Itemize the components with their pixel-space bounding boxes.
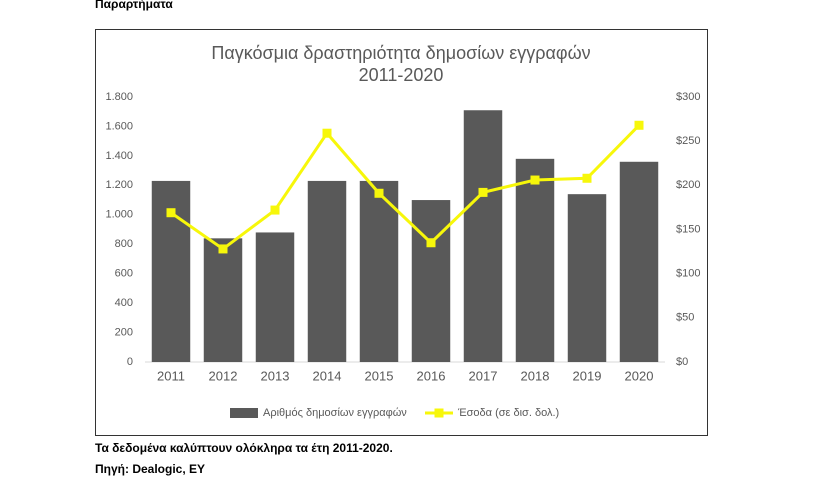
- legend-label: Έσοδα (σε δισ. δολ.): [457, 407, 559, 419]
- y-tick-label: 400: [115, 297, 133, 309]
- y-tick-label: 1.400: [105, 150, 133, 162]
- bar: [359, 180, 399, 362]
- note: Πηγή: Dealogic, EY: [95, 462, 205, 476]
- x-tick-label: 2017: [469, 368, 498, 383]
- y2-tick-label: $300: [676, 91, 700, 103]
- y2-tick-label: $200: [676, 179, 700, 191]
- x-tick-label: 2018: [521, 368, 550, 383]
- y2-tick-label: $100: [676, 268, 700, 280]
- bar: [151, 180, 191, 362]
- bar: [619, 161, 659, 362]
- y-tick-label: 1.800: [105, 91, 133, 103]
- x-tick-label: 2013: [261, 368, 290, 383]
- bar: [567, 194, 607, 362]
- y-tick-label: 1.000: [105, 209, 133, 221]
- bar: [515, 158, 555, 362]
- legend-swatch: [230, 408, 258, 418]
- marker: [166, 208, 176, 218]
- x-tick-label: 2020: [625, 368, 654, 383]
- y2-tick-label: $250: [676, 135, 700, 147]
- line: [170, 124, 641, 251]
- y2-tick-label: $50: [676, 312, 694, 324]
- heading: Παραρτήματα: [95, 0, 173, 11]
- y-tick-label: 1.200: [105, 179, 133, 191]
- marker: [634, 120, 644, 130]
- bar: [411, 200, 451, 362]
- chart-subtitle: 2011-2020: [359, 65, 444, 85]
- marker: [426, 238, 436, 248]
- marker: [374, 188, 384, 198]
- marker: [530, 175, 540, 185]
- marker: [270, 205, 280, 215]
- y-tick-label: 600: [115, 268, 133, 280]
- bar: [307, 180, 347, 362]
- marker: [322, 128, 332, 138]
- marker: [478, 187, 488, 197]
- y-tick-label: 0: [127, 356, 133, 368]
- y2-tick-label: $150: [676, 223, 700, 235]
- chart-title: Παγκόσμια δραστηριότητα δημοσίων εγγραφώ…: [211, 43, 590, 63]
- note: Τα δεδομένα καλύπτουν ολόκληρα τα έτη 20…: [95, 441, 393, 455]
- x-tick-label: 2014: [313, 368, 342, 383]
- y-tick-label: 800: [115, 238, 133, 250]
- x-tick-label: 2019: [573, 368, 602, 383]
- x-tick-label: 2012: [209, 368, 238, 383]
- y-tick-label: 1.600: [105, 120, 133, 132]
- x-tick-label: 2015: [365, 368, 394, 383]
- x-tick-label: 2011: [157, 368, 185, 383]
- marker: [218, 244, 228, 254]
- legend-label: Αριθμός δημοσίων εγγραφών: [263, 407, 407, 419]
- legend-swatch: [434, 408, 444, 418]
- marker: [582, 173, 592, 183]
- y-tick-label: 200: [115, 326, 133, 338]
- y2-tick-label: $0: [676, 356, 688, 368]
- bar: [203, 238, 243, 362]
- bar: [463, 110, 503, 362]
- bar: [255, 232, 295, 362]
- x-tick-label: 2016: [417, 368, 446, 383]
